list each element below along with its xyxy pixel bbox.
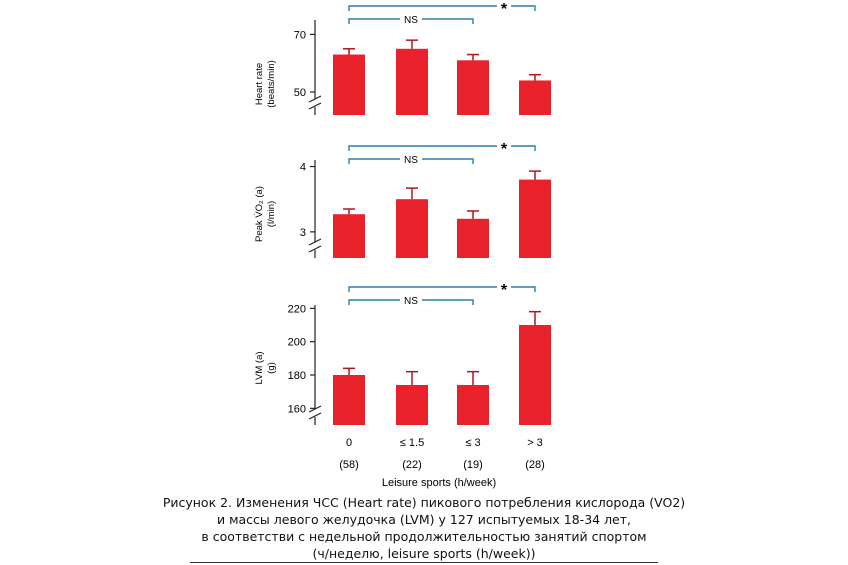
ns-label: NS [404, 155, 418, 166]
star-background [497, 0, 511, 13]
ns-label: NS [404, 296, 418, 307]
ns-background [400, 294, 422, 306]
y-tick-label: 50 [294, 87, 306, 99]
bar [396, 48, 428, 115]
bar-chart-figure: 50 70 Heart rate(beats/min) * NS 3 4 Peak V̇O₂ … [254, 0, 551, 489]
axis-break-mark [308, 412, 322, 420]
axis-break-mark [308, 95, 322, 103]
significance-star: * [501, 141, 508, 158]
bar [457, 385, 489, 425]
bar [333, 54, 365, 115]
x-axis-title: Leisure sports (h/week) [382, 477, 496, 489]
axis-break-mark [308, 102, 322, 110]
x-sample-count: (58) [339, 459, 359, 471]
bar [519, 325, 551, 425]
significance-bracket [348, 5, 536, 11]
bar [333, 375, 365, 425]
significance-star: * [501, 282, 508, 299]
axis-break-mark [308, 405, 322, 413]
y-axis-label: Heart rate(beats/min) [254, 60, 277, 108]
significance-bracket [348, 145, 536, 151]
bar [396, 385, 428, 425]
chart-panel: 3 4 Peak V̇O₂ (a)(l/min) * NS [254, 139, 551, 258]
y-tick-label: 160 [288, 403, 306, 415]
star-background [497, 139, 511, 153]
axis-break-mark [308, 238, 322, 246]
bar [519, 80, 551, 115]
y-axis-label: LVM (a)(g) [254, 351, 277, 384]
ns-label: NS [404, 15, 418, 26]
x-sample-count: (19) [463, 459, 483, 471]
star-background [497, 280, 511, 294]
caption-divider [190, 562, 658, 563]
bar [519, 179, 551, 258]
y-tick-label: 3 [300, 227, 306, 239]
x-category-label: 0 [346, 437, 352, 449]
chart-panel: 160 180 200 220 LVM (a)(g) * NS [254, 280, 551, 425]
bar [333, 214, 365, 258]
x-category-label: ≤ 3 [465, 437, 480, 449]
figure-caption: Рисунок 2. Изменения ЧСС (Heart rate) пи… [0, 494, 848, 562]
bar [457, 60, 489, 115]
x-category-label: ≤ 1.5 [400, 437, 424, 449]
y-axis-label: Peak V̇O₂ (a)(l/min) [254, 186, 277, 242]
bar [457, 218, 489, 258]
ns-background [400, 13, 422, 25]
y-tick-label: 180 [288, 370, 306, 382]
y-tick-label: 4 [300, 162, 306, 174]
caption-line: Рисунок 2. Изменения ЧСС (Heart rate) пи… [162, 495, 686, 510]
bar [396, 199, 428, 258]
chart-panel: 50 70 Heart rate(beats/min) * NS [254, 0, 551, 115]
caption-line: в соответстви с недельной продолжительно… [201, 529, 647, 544]
x-sample-count: (22) [402, 459, 422, 471]
axis-break-mark [308, 245, 322, 253]
caption-line: (ч/неделю, leisure sports (h/week)) [312, 546, 536, 561]
ns-background [400, 153, 422, 165]
x-sample-count: (28) [525, 459, 545, 471]
y-tick-label: 200 [288, 337, 306, 349]
y-tick-label: 220 [288, 303, 306, 315]
y-tick-label: 70 [294, 29, 306, 41]
significance-bracket [348, 286, 536, 292]
significance-star: * [501, 1, 508, 18]
caption-line: и массы левого желудочка (LVM) у 127 исп… [216, 512, 632, 527]
x-category-label: > 3 [527, 437, 543, 449]
x-axis-labels: 0 ≤ 1.5 ≤ 3 > 3 (58) (22) (19) (28) Leis… [339, 437, 545, 489]
